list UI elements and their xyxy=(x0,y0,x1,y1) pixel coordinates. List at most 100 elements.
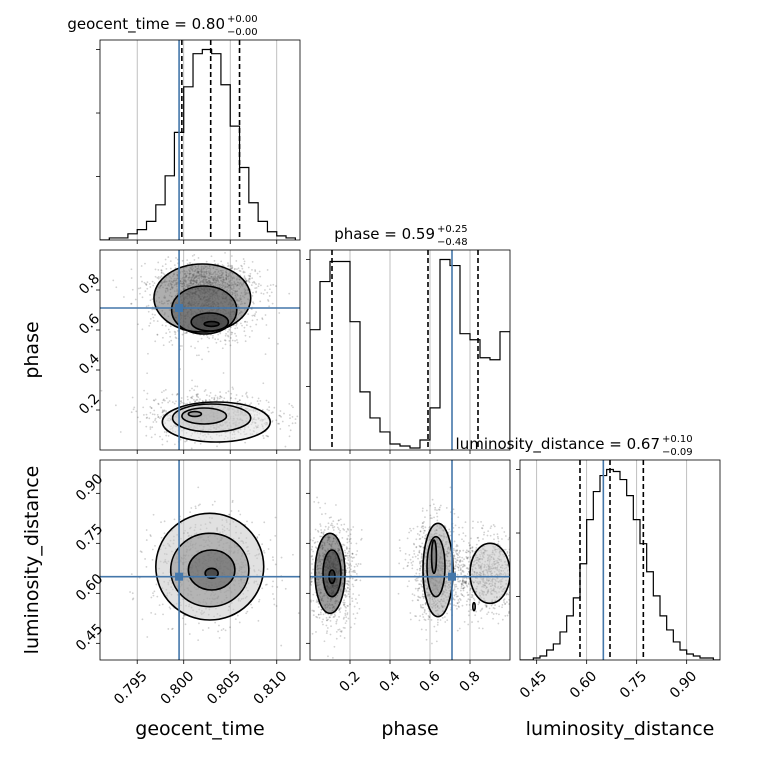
scatter-point xyxy=(149,428,152,430)
scatter-point xyxy=(337,519,340,522)
scatter-point xyxy=(193,259,196,261)
scatter-point xyxy=(204,451,206,453)
scatter-point xyxy=(152,513,155,516)
scatter-point xyxy=(317,606,320,608)
scatter-point xyxy=(165,267,168,270)
scatter-point xyxy=(252,314,255,317)
scatter-point xyxy=(179,438,182,441)
scatter-point xyxy=(425,638,428,641)
scatter-point xyxy=(251,281,254,284)
panel-border xyxy=(99,459,301,661)
scatter-point xyxy=(347,590,350,593)
scatter-point xyxy=(266,285,269,288)
scatter-point xyxy=(181,401,183,404)
scatter-point xyxy=(153,399,156,402)
scatter-point xyxy=(329,616,332,619)
scatter-point xyxy=(260,284,262,287)
scatter-point xyxy=(231,265,234,268)
scatter-point xyxy=(349,563,352,566)
scatter-point xyxy=(186,395,189,398)
scatter-point xyxy=(416,579,419,582)
scatter-point xyxy=(186,263,189,265)
scatter-point xyxy=(248,336,251,338)
scatter-point xyxy=(413,550,415,552)
scatter-point xyxy=(185,440,188,442)
scatter-point xyxy=(348,571,351,574)
scatter-point xyxy=(146,281,149,284)
scatter-point xyxy=(343,590,346,593)
scatter-point xyxy=(348,570,351,573)
scatter-point xyxy=(337,528,340,530)
scatter-point xyxy=(244,441,247,444)
scatter-point xyxy=(162,398,165,401)
scatter-point xyxy=(275,605,278,607)
scatter-point xyxy=(348,538,351,541)
scatter-point xyxy=(181,617,184,620)
scatter-point xyxy=(319,613,322,616)
scatter-point xyxy=(247,266,250,269)
scatter-point xyxy=(343,601,346,604)
scatter-point xyxy=(267,300,270,302)
scatter-point xyxy=(342,601,345,604)
scatter-point xyxy=(186,402,188,405)
scatter-point xyxy=(198,622,200,625)
scatter-point xyxy=(181,259,184,262)
scatter-point xyxy=(231,501,234,503)
scatter-point xyxy=(341,536,344,539)
scatter-point xyxy=(222,628,225,630)
y-tick-label: 0.8 xyxy=(76,271,103,298)
scatter-point xyxy=(254,270,257,273)
scatter-point xyxy=(162,414,165,417)
scatter-point xyxy=(449,486,452,489)
scatter-point xyxy=(191,387,193,390)
scatter-point xyxy=(251,277,254,280)
scatter-point xyxy=(161,391,163,394)
scatter-point xyxy=(194,347,196,349)
scatter-point xyxy=(347,593,350,596)
scatter-point xyxy=(271,556,274,559)
scatter-point xyxy=(416,587,419,590)
scatter-point xyxy=(265,434,268,437)
scatter-point xyxy=(431,517,433,520)
scatter-point xyxy=(171,393,174,396)
scatter-point xyxy=(186,259,189,261)
scatter-point xyxy=(217,263,219,266)
scatter-point xyxy=(181,333,184,336)
scatter-point xyxy=(201,358,203,361)
scatter-point xyxy=(152,316,155,319)
scatter-point xyxy=(320,608,323,611)
scatter-point xyxy=(238,399,241,402)
scatter-point xyxy=(234,267,236,270)
scatter-point xyxy=(322,623,324,626)
scatter-point xyxy=(345,620,348,622)
scatter-point xyxy=(417,587,420,590)
scatter-point xyxy=(338,607,341,610)
scatter-point xyxy=(213,398,216,401)
scatter-point xyxy=(312,550,315,553)
scatter-point xyxy=(143,281,146,284)
scatter-point xyxy=(344,551,347,554)
scatter-point xyxy=(171,627,174,630)
scatter-point xyxy=(153,409,156,412)
scatter-point xyxy=(194,441,196,444)
scatter-point xyxy=(256,400,259,403)
scatter-point xyxy=(160,275,163,278)
scatter-point xyxy=(129,591,131,593)
scatter-point xyxy=(259,275,262,278)
scatter-point xyxy=(161,411,164,413)
scatter-point xyxy=(330,522,333,525)
scatter-point xyxy=(312,568,314,571)
scatter-point xyxy=(358,594,360,597)
scatter-point xyxy=(300,589,302,591)
scatter-point xyxy=(256,537,259,539)
scatter-point xyxy=(279,410,282,412)
scatter-point xyxy=(247,313,250,315)
scatter-point xyxy=(350,542,353,545)
scatter-point xyxy=(305,575,307,577)
scatter-point xyxy=(249,272,252,275)
scatter-point xyxy=(280,415,283,418)
scatter-point xyxy=(264,353,267,355)
scatter-point xyxy=(444,621,447,623)
panel-content xyxy=(300,460,510,660)
scatter-point xyxy=(231,453,233,455)
